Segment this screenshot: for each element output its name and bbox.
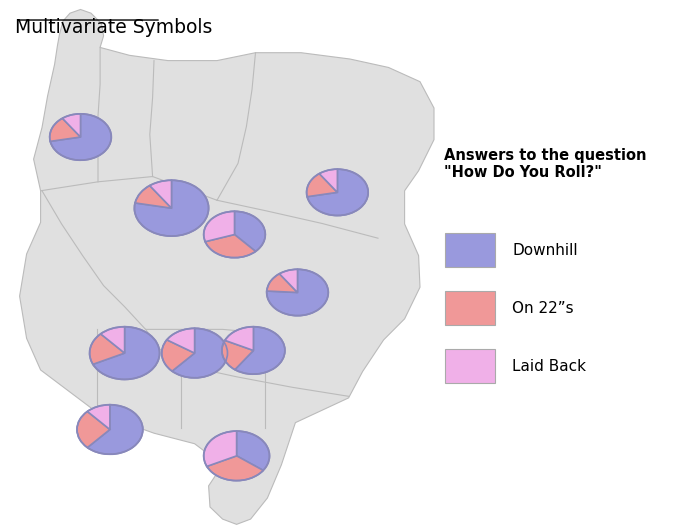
Wedge shape (162, 340, 195, 371)
Wedge shape (267, 274, 298, 292)
Wedge shape (62, 114, 80, 137)
Wedge shape (234, 211, 265, 251)
Text: On 22”s: On 22”s (512, 301, 574, 316)
Wedge shape (90, 334, 125, 364)
Wedge shape (93, 327, 160, 379)
Text: Answers to the question
"How Do You Roll?": Answers to the question "How Do You Roll… (444, 148, 647, 180)
Text: Multivariate Symbols: Multivariate Symbols (15, 18, 213, 37)
Wedge shape (77, 412, 110, 447)
Wedge shape (225, 327, 253, 350)
Wedge shape (167, 328, 195, 353)
Wedge shape (204, 431, 237, 466)
Wedge shape (307, 169, 368, 216)
Wedge shape (222, 340, 253, 369)
Wedge shape (150, 180, 171, 208)
Text: Downhill: Downhill (512, 243, 578, 258)
FancyBboxPatch shape (444, 233, 495, 267)
Wedge shape (205, 235, 256, 258)
Wedge shape (307, 173, 337, 197)
FancyBboxPatch shape (444, 349, 495, 384)
Wedge shape (319, 169, 337, 192)
Wedge shape (279, 269, 298, 292)
Wedge shape (235, 327, 285, 374)
Wedge shape (88, 405, 110, 430)
Wedge shape (172, 328, 228, 378)
Wedge shape (101, 327, 125, 353)
Wedge shape (135, 186, 172, 208)
Wedge shape (267, 269, 328, 316)
Wedge shape (50, 114, 111, 160)
Wedge shape (134, 180, 209, 236)
Wedge shape (204, 211, 234, 242)
Polygon shape (20, 9, 434, 524)
Wedge shape (237, 431, 270, 471)
Wedge shape (88, 405, 143, 454)
Wedge shape (50, 118, 80, 141)
FancyBboxPatch shape (444, 291, 495, 325)
Wedge shape (206, 456, 263, 481)
Text: Laid Back: Laid Back (512, 359, 587, 374)
